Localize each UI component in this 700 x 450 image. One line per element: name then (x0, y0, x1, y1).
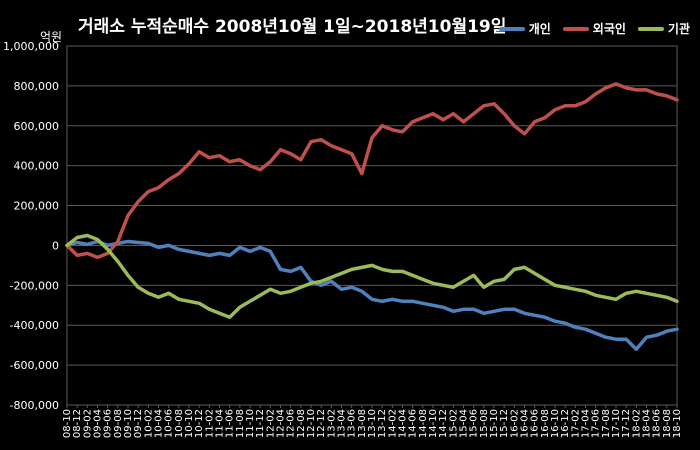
y-tick-label: -400,000 (10, 319, 59, 332)
x-tick-label: 08-12 (72, 409, 83, 438)
x-tick-label: 09-04 (93, 409, 104, 438)
x-tick-label: 11-10 (245, 409, 256, 438)
x-tick-label: 17-08 (601, 409, 612, 438)
x-tick-label: 13-02 (326, 409, 337, 438)
x-tick-label: 09-12 (133, 409, 144, 438)
x-tick-label: 11-06 (225, 409, 236, 438)
x-tick-label: 09-06 (103, 409, 114, 438)
x-tick-label: 08-10 (62, 409, 73, 438)
x-tick-label: 12-04 (276, 409, 287, 438)
y-tick-label: 200,000 (14, 200, 60, 213)
x-tick-label: 12-12 (316, 409, 327, 438)
x-tick-label: 11-04 (215, 409, 226, 438)
x-tick-label: 16-06 (530, 409, 541, 438)
x-tick-label: 15-04 (459, 409, 470, 438)
x-tick-label: 17-10 (611, 409, 622, 438)
x-tick-label: 16-10 (550, 409, 561, 438)
series-line-institution (65, 233, 679, 319)
x-tick-label: 16-08 (540, 409, 551, 438)
x-tick-label: 10-04 (154, 409, 165, 438)
x-tick-label: 10-02 (143, 409, 154, 438)
legend-label-institution: 기관 (667, 22, 690, 36)
x-tick-label: 12-10 (306, 409, 317, 438)
x-tick-label: 14-08 (418, 409, 429, 438)
x-tick-label: 13-04 (337, 409, 348, 438)
y-tick-label: 800,000 (14, 80, 60, 93)
x-tick-label: 13-12 (377, 409, 388, 438)
y-axis-unit-label: 억원 (40, 30, 63, 44)
x-tick-label: 12-02 (265, 409, 276, 438)
x-tick-label: 16-02 (509, 409, 520, 438)
x-tick-label: 15-02 (448, 409, 459, 438)
x-tick-label: 15-06 (469, 409, 480, 438)
series-line-individual (65, 239, 679, 351)
x-tick-label: 18-04 (642, 409, 653, 438)
x-tick-label: 15-10 (489, 409, 500, 438)
x-tick-label: 14-02 (387, 409, 398, 438)
x-tick-label: 14-10 (428, 409, 439, 438)
x-tick-label: 15-08 (479, 409, 490, 438)
legend-item-individual: 개인 (498, 20, 551, 37)
legend-swatch-foreign (562, 26, 589, 31)
y-tick-label: -800,000 (10, 399, 59, 412)
x-tick-label: 16-04 (520, 409, 531, 438)
x-tick-label: 15-12 (499, 409, 510, 438)
x-tick-label: 10-06 (164, 409, 175, 438)
legend-label-foreign: 외국인 (592, 22, 626, 36)
x-tick-label: 14-04 (398, 409, 409, 438)
x-tick-label: 12-06 (286, 409, 297, 438)
x-tick-label: 14-12 (438, 409, 449, 438)
y-tick-label: -600,000 (10, 359, 59, 372)
x-tick-label: 18-06 (652, 409, 663, 438)
x-tick-label: 17-06 (591, 409, 602, 438)
x-tick-label: 10-08 (174, 409, 185, 438)
x-tick-label: 16-12 (560, 409, 571, 438)
x-tick-label: 13-08 (357, 409, 368, 438)
legend-swatch-individual (498, 26, 525, 31)
x-tick-label: 17-12 (621, 409, 632, 438)
y-tick-label: 400,000 (14, 160, 60, 173)
x-tick-label: 09-10 (123, 409, 134, 438)
legend-label-individual: 개인 (528, 22, 551, 36)
x-tick-label: 10-12 (194, 409, 205, 438)
y-tick-label: 600,000 (14, 120, 60, 133)
x-tick-label: 17-02 (570, 409, 581, 438)
x-tick-label: 09-08 (113, 409, 124, 438)
x-tick-label: 14-06 (408, 409, 419, 438)
x-tick-label: 13-10 (367, 409, 378, 438)
x-tick-label: 12-08 (296, 409, 307, 438)
series-line-foreign (65, 82, 679, 260)
y-tick-label: 1,000,000 (3, 40, 59, 53)
x-tick-label: 18-10 (672, 409, 683, 438)
x-tick-label: 18-08 (662, 409, 673, 438)
chart-title: 거래소 누적순매수 2008년10월 1일~2018년10월19일 (78, 17, 507, 37)
legend-item-foreign: 외국인 (562, 20, 626, 37)
x-tick-label: 17-04 (581, 409, 592, 438)
legend-swatch-institution (637, 26, 664, 31)
y-tick-label: 0 (52, 239, 59, 252)
x-tick-label: 11-08 (235, 409, 246, 438)
x-tick-label: 18-02 (631, 409, 642, 438)
x-tick-label: 11-12 (255, 409, 266, 438)
x-tick-label: 09-02 (82, 409, 93, 438)
legend-item-institution: 기관 (637, 20, 690, 37)
x-tick-label: 10-10 (184, 409, 195, 438)
x-tick-label: 11-02 (204, 409, 215, 438)
x-tick-label: 13-06 (347, 409, 358, 438)
y-tick-label: -200,000 (10, 279, 59, 292)
chart-legend: 개인 외국인 기관 (498, 20, 690, 37)
